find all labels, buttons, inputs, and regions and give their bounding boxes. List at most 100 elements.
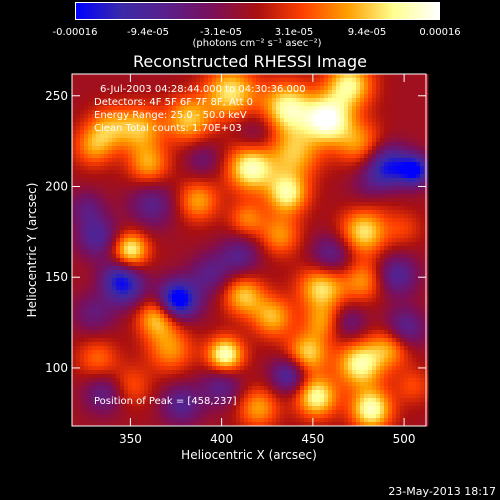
heatmap-cell <box>296 74 301 79</box>
heatmap-cell <box>196 290 201 295</box>
heatmap-cell <box>340 210 345 215</box>
heatmap-cell <box>352 234 357 239</box>
heatmap-cell <box>164 206 169 211</box>
heatmap-cell <box>148 150 153 155</box>
heatmap-cell <box>160 150 165 155</box>
heatmap-cell <box>124 258 129 263</box>
heatmap-cell <box>192 162 197 167</box>
heatmap-cell <box>116 170 121 175</box>
heatmap-cell <box>272 262 277 267</box>
heatmap-cell <box>352 242 357 247</box>
heatmap-cell <box>188 118 193 123</box>
heatmap-cell <box>296 106 301 111</box>
heatmap-cell <box>264 242 269 247</box>
heatmap-cell <box>228 110 233 115</box>
heatmap-cell <box>216 242 221 247</box>
heatmap-cell <box>400 290 405 295</box>
heatmap-cell <box>144 274 149 279</box>
heatmap-cell <box>304 266 309 271</box>
heatmap-cell <box>264 218 269 223</box>
heatmap-cell <box>336 214 341 219</box>
heatmap-cell <box>220 222 225 227</box>
heatmap-cell <box>220 218 225 223</box>
heatmap-cell <box>264 94 269 99</box>
heatmap-cell <box>232 158 237 163</box>
heatmap-cell <box>244 262 249 267</box>
heatmap-cell <box>348 182 353 187</box>
heatmap-cell <box>336 194 341 199</box>
heatmap-cell <box>164 174 169 179</box>
heatmap-cell <box>364 78 369 83</box>
heatmap-cell <box>412 258 417 263</box>
heatmap-cell <box>252 218 257 223</box>
heatmap-cell <box>212 98 217 103</box>
heatmap-cell <box>152 254 157 259</box>
heatmap-cell <box>84 198 89 203</box>
heatmap-cell <box>100 254 105 259</box>
heatmap-cell <box>380 122 385 127</box>
heatmap-cell <box>232 250 237 255</box>
heatmap-cell <box>176 98 181 103</box>
heatmap-cell <box>232 230 237 235</box>
heatmap-cell <box>120 230 125 235</box>
heatmap-cell <box>340 198 345 203</box>
heatmap-cell <box>384 254 389 259</box>
heatmap-cell <box>372 246 377 251</box>
heatmap-cell <box>268 262 273 267</box>
heatmap-cell <box>88 282 93 287</box>
heatmap-cell <box>244 286 249 291</box>
heatmap-cell <box>140 166 145 171</box>
heatmap-cell <box>176 90 181 95</box>
heatmap-cell <box>408 218 413 223</box>
heatmap-cell <box>308 174 313 179</box>
heatmap-cell <box>200 102 205 107</box>
heatmap-cell <box>180 114 185 119</box>
heatmap-cell <box>168 262 173 267</box>
heatmap-cell <box>148 202 153 207</box>
heatmap-cell <box>104 146 109 151</box>
heatmap-cell <box>172 186 177 191</box>
heatmap-cell <box>404 78 409 83</box>
heatmap-cell <box>184 118 189 123</box>
heatmap-cell <box>344 162 349 167</box>
heatmap-cell <box>152 150 157 155</box>
heatmap-cell <box>168 142 173 147</box>
heatmap-cell <box>336 166 341 171</box>
heatmap-cell <box>156 202 161 207</box>
heatmap-cell <box>180 226 185 231</box>
heatmap-cell <box>236 78 241 83</box>
heatmap-cell <box>88 218 93 223</box>
heatmap-cell <box>324 234 329 239</box>
heatmap-cell <box>312 110 317 115</box>
heatmap-cell <box>320 86 325 91</box>
heatmap-cell <box>120 90 125 95</box>
heatmap-cell <box>340 122 345 127</box>
heatmap-cell <box>368 110 373 115</box>
heatmap-cell <box>304 238 309 243</box>
heatmap-cell <box>248 210 253 215</box>
heatmap-cell <box>108 274 113 279</box>
heatmap-cell <box>300 82 305 87</box>
heatmap-cell <box>232 214 237 219</box>
heatmap-cell <box>396 186 401 191</box>
heatmap-cell <box>260 174 265 179</box>
heatmap-cell <box>100 150 105 155</box>
heatmap-cell <box>280 98 285 103</box>
heatmap-cell <box>296 210 301 215</box>
heatmap-cell <box>336 274 341 279</box>
heatmap-cell <box>108 246 113 251</box>
heatmap-cell <box>228 274 233 279</box>
heatmap-cell <box>132 190 137 195</box>
heatmap-cell <box>224 210 229 215</box>
heatmap-cell <box>232 258 237 263</box>
heatmap-cell <box>228 102 233 107</box>
heatmap-cell <box>352 218 357 223</box>
heatmap-cell <box>404 242 409 247</box>
heatmap-cell <box>148 86 153 91</box>
heatmap-cell <box>224 94 229 99</box>
heatmap-cell <box>72 110 77 115</box>
heatmap-cell <box>268 182 273 187</box>
heatmap-cell <box>168 138 173 143</box>
heatmap-cell <box>112 90 117 95</box>
heatmap-cell <box>296 98 301 103</box>
